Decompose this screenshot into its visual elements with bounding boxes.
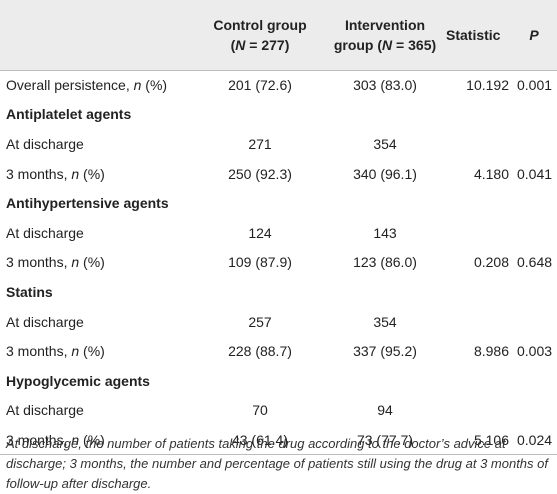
table-row: At discharge 271 354 bbox=[0, 129, 557, 159]
section-title: Antiplatelet agents bbox=[6, 106, 132, 123]
row-label: At discharge bbox=[6, 224, 84, 241]
cell-intervention: 94 bbox=[377, 402, 393, 419]
table-body: Overall persistence, n (%) 201 (72.6) 30… bbox=[0, 69, 557, 456]
table-row: 3 months, n (%) 228 (88.7) 337 (95.2) 8.… bbox=[0, 336, 557, 366]
cell-control: 124 bbox=[248, 224, 272, 241]
section-title: Statins bbox=[6, 283, 53, 300]
header-row: Control group (N = 277) Intervention gro… bbox=[0, 0, 557, 70]
row-label: 3 months, n (%) bbox=[6, 165, 105, 182]
cell-p-value: 0.648 bbox=[517, 254, 553, 271]
row-label: At discharge bbox=[6, 402, 84, 419]
cell-intervention: 354 bbox=[373, 135, 397, 152]
header-intervention-group: Intervention group (N = 365) bbox=[333, 16, 437, 53]
cell-intervention: 354 bbox=[373, 313, 397, 330]
cell-intervention: 123 (86.0) bbox=[353, 254, 417, 271]
table-row: At discharge 257 354 bbox=[0, 307, 557, 337]
row-label: At discharge bbox=[6, 313, 84, 330]
table-row: 3 months, n (%) 250 (92.3) 340 (96.1) 4.… bbox=[0, 159, 557, 189]
cell-control: 109 (87.9) bbox=[228, 254, 292, 271]
cell-statistic bbox=[442, 218, 517, 248]
cell-control: 271 bbox=[248, 135, 272, 152]
cell-statistic: 10.192 bbox=[442, 69, 517, 100]
table-row: At discharge 124 143 bbox=[0, 218, 557, 248]
cell-p-value: 0.003 bbox=[517, 343, 553, 360]
cell-intervention: 337 (95.2) bbox=[353, 343, 417, 360]
row-label: Overall persistence, n (%) bbox=[0, 69, 192, 100]
cell-intervention: 73 (77.7) bbox=[328, 425, 442, 456]
header-empty bbox=[0, 0, 192, 70]
row-label: 3 months, n (%) bbox=[6, 254, 105, 271]
cell-intervention: 340 (96.1) bbox=[353, 165, 417, 182]
cell-intervention: 303 (83.0) bbox=[328, 69, 442, 100]
header-statistic: Statistic bbox=[446, 26, 501, 43]
table-header: Control group (N = 277) Intervention gro… bbox=[0, 0, 557, 70]
cell-control: 257 bbox=[248, 313, 272, 330]
header-control-group: Control group (N = 277) bbox=[213, 16, 307, 53]
header-p-value: P bbox=[529, 26, 539, 43]
cell-control: 201 (72.6) bbox=[192, 69, 328, 100]
cell-p-value: 0.024 bbox=[517, 425, 557, 456]
cell-statistic bbox=[442, 307, 517, 337]
cell-statistic bbox=[442, 396, 517, 426]
cell-control: 43 (61.4) bbox=[192, 425, 328, 456]
section-heading-row: Antiplatelet agents bbox=[0, 100, 557, 130]
section-title: Antihypertensive agents bbox=[6, 195, 169, 212]
cell-statistic: 8.986 bbox=[473, 343, 509, 360]
cell-p-value: 0.041 bbox=[517, 165, 553, 182]
table-row: 3 months, n (%) 109 (87.9) 123 (86.0) 0.… bbox=[0, 248, 557, 278]
cell-control: 250 (92.3) bbox=[228, 165, 292, 182]
row-label: At discharge bbox=[6, 135, 84, 152]
cell-statistic: 5.106 bbox=[442, 425, 517, 456]
cell-statistic bbox=[442, 129, 517, 159]
cell-p-value bbox=[517, 218, 557, 248]
section-title: Hypoglycemic agents bbox=[6, 372, 150, 389]
persistence-table: Control group (N = 277) Intervention gro… bbox=[0, 0, 557, 456]
table-row-overall: Overall persistence, n (%) 201 (72.6) 30… bbox=[0, 69, 557, 100]
cell-statistic: 4.180 bbox=[473, 165, 509, 182]
cell-control: 228 (88.7) bbox=[228, 343, 292, 360]
cell-p-value: 0.001 bbox=[517, 69, 557, 100]
section-heading-row: Statins bbox=[0, 277, 557, 307]
cell-p-value bbox=[517, 307, 557, 337]
cell-intervention: 143 bbox=[373, 224, 397, 241]
section-heading-row: Hypoglycemic agents bbox=[0, 366, 557, 396]
row-label: 3 months, n (%) bbox=[6, 343, 105, 360]
cell-p-value bbox=[517, 129, 557, 159]
cell-p-value bbox=[517, 396, 557, 426]
row-label: 3 months, n (%) bbox=[0, 425, 192, 456]
cell-control: 70 bbox=[252, 402, 268, 419]
table-row: At discharge 70 94 bbox=[0, 396, 557, 426]
table-footnote: At discharge, the number of patients tak… bbox=[6, 436, 548, 491]
table-row: 3 months, n (%) 43 (61.4) 73 (77.7) 5.10… bbox=[0, 425, 557, 456]
cell-statistic: 0.208 bbox=[473, 254, 509, 271]
section-heading-row: Antihypertensive agents bbox=[0, 188, 557, 218]
